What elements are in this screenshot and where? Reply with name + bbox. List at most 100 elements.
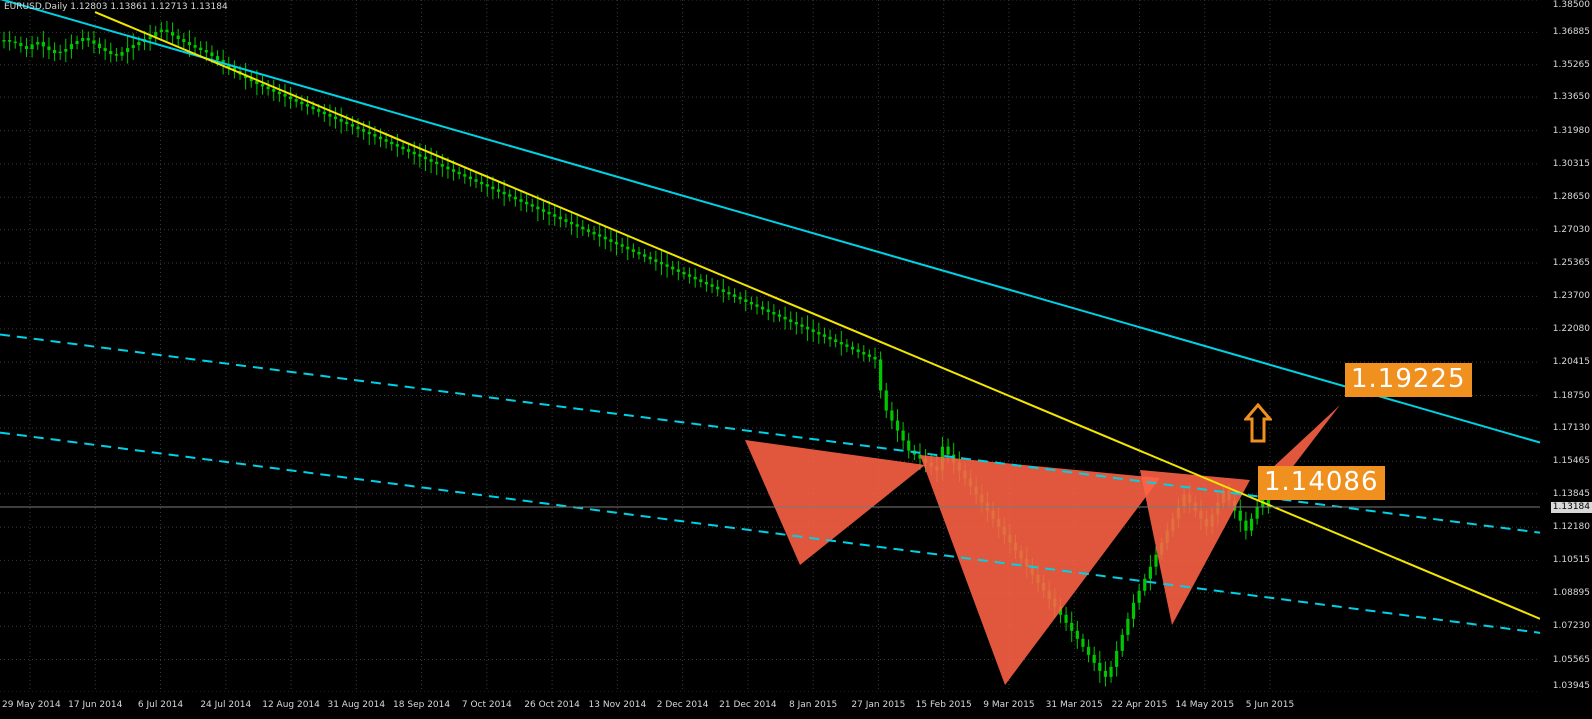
price-tick: 1.31980 [1552,125,1590,136]
candle-body [165,29,169,33]
price-scale[interactable]: 1.38500 1.36885 1.35265 1.33650 1.31980 1.303… [1540,0,1592,692]
candle-body [783,316,787,320]
symbol-info-label: EURUSD,Daily 1.12803 1.13861 1.12713 1.1… [4,2,228,12]
candle-body [1143,578,1147,591]
candle-body [659,261,664,265]
candle-body [805,326,810,330]
candle-body [418,154,422,157]
time-tick: 8 Jan 2015 [789,700,838,710]
candle-body [828,336,832,340]
candle-body [199,47,203,51]
candle-body [19,43,23,47]
candle-body [1266,494,1270,508]
candle-body [558,216,562,220]
candle-body [850,346,855,350]
price-tick: 1.33650 [1552,92,1590,103]
candle-body [485,184,489,187]
candle-body [508,194,512,197]
candle-body [423,156,428,160]
candle-body [541,209,546,212]
price-tick: 1.22080 [1552,323,1590,334]
plot-area[interactable]: 1.19225 1.14086 [0,0,1540,692]
trendlines [0,0,1540,634]
candle-body [1103,670,1108,677]
candle-body [126,48,130,53]
candle-body [463,174,467,177]
candle-body [300,101,304,105]
candle-body [626,246,630,250]
candle-body [918,454,922,459]
candle-body [345,121,349,125]
candle-body [373,134,377,137]
candle-body [187,42,192,46]
candle-body [92,40,96,44]
candle-body [367,131,371,135]
grid-lines [0,0,1540,692]
candle-body [451,169,456,172]
candle-body [395,144,399,147]
price-tick: 1.35265 [1552,59,1590,70]
candle-body [491,186,495,190]
candle-body [1098,662,1102,671]
price-tick: 1.27030 [1552,224,1590,235]
candle-body [609,239,613,242]
candle-body [547,211,551,215]
candle-body [468,176,473,180]
candle-body [884,390,888,411]
time-tick: 5 Jun 2015 [1245,700,1295,710]
candle-body [64,49,68,52]
time-tick: 9 Mar 2015 [983,700,1035,710]
candle-body [283,94,287,97]
lower-channel-lower-dashed [0,431,1540,634]
candle-body [789,319,793,323]
time-scale[interactable]: 29 May 2014 17 Jun 2014 6 Jul 2014 24 Jul 2… [0,692,1592,719]
candle-body [525,201,529,205]
candle-body [519,199,523,202]
candle-body [575,224,579,227]
candle-body [1075,630,1079,639]
candle-body [530,204,534,207]
candle-body [710,284,714,287]
candle-body [328,114,332,117]
price-tick: 1.05565 [1552,654,1590,665]
time-tick: 14 May 2015 [1175,700,1235,710]
candle-body [1137,590,1141,603]
candle-body [867,354,871,357]
candle-body [232,67,236,72]
price-tick: 1.30315 [1552,158,1590,169]
time-tick: 24 Jul 2014 [200,700,252,710]
candle-body [317,109,321,112]
candle-body [210,52,214,57]
candle-body [777,314,782,317]
candle-body [333,116,338,120]
candle-body [845,344,849,347]
up-arrow-icon [1244,403,1272,443]
candle-body [502,191,506,195]
candle-body [362,129,366,132]
candle-body [288,96,293,100]
candle-body [732,294,737,297]
candle-body [834,339,838,343]
price-tick: 1.12180 [1552,522,1590,533]
candle-body [654,259,658,262]
candle-body [603,236,607,240]
candle-body [1070,622,1074,631]
candle-body [856,349,860,353]
time-tick: 2 Dec 2014 [656,700,709,710]
candle-body [159,29,163,33]
time-tick: 13 Nov 2014 [588,700,647,710]
candle-body [311,106,315,110]
current-price-tag: 1.13184 [1550,501,1592,513]
candle-body [721,289,725,292]
candle-body [41,42,45,47]
candle-body [272,89,276,92]
candle-body [704,281,709,285]
candle-body [350,124,355,127]
price-tick: 1.10515 [1552,555,1590,566]
candle-body [429,159,433,162]
candle-body [204,50,208,53]
candle-body [1120,634,1124,651]
candle-body [946,446,950,455]
candle-body [36,42,40,45]
